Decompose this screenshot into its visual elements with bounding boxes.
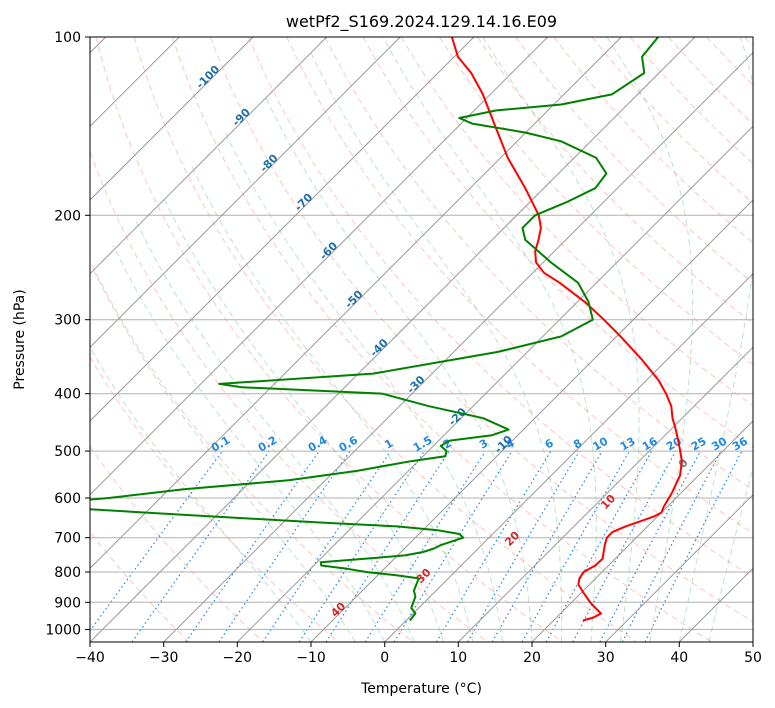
mixing-ratio-line xyxy=(435,450,552,642)
moist-adiabat xyxy=(482,37,640,642)
isotherm-line xyxy=(90,37,328,275)
dry-adiabat xyxy=(248,37,753,578)
y-axis: 100 200 300 400 500 600 700 800 900 1000 xyxy=(45,30,90,638)
moist-adiabat xyxy=(678,37,753,642)
x-axis: −40 −30 −20 −10 0 10 20 30 40 50 xyxy=(75,642,762,666)
isotherm-line xyxy=(90,37,475,422)
moist-adiabat xyxy=(382,37,597,642)
dry-adiabat xyxy=(90,356,339,642)
plot-frame xyxy=(89,36,754,643)
x-tick-label: 40 xyxy=(670,650,688,666)
y-tick-label: 500 xyxy=(54,444,81,460)
moist-adiabat xyxy=(263,94,533,642)
moist-adiabat xyxy=(136,221,415,642)
x-tick-label: −20 xyxy=(223,650,253,666)
isotherm-line xyxy=(90,37,549,496)
x-axis-title: Temperature (°C) xyxy=(360,681,482,697)
dry-adiabat xyxy=(90,445,264,642)
sounding-traces xyxy=(90,37,683,622)
x-tick-label: 10 xyxy=(449,650,467,666)
isotherm-line xyxy=(163,51,753,642)
y-tick-label: 800 xyxy=(54,565,81,581)
dry-adiabat xyxy=(438,37,753,366)
mixing-ratio-line xyxy=(364,450,486,642)
mixing-ratio-line xyxy=(572,450,677,642)
isotherm-line xyxy=(605,493,753,642)
isotherm-line xyxy=(90,37,696,642)
mixing-ratio-line xyxy=(298,450,425,642)
isotherm-lines xyxy=(90,37,753,642)
isotherm-line xyxy=(90,37,401,349)
dry-adiabat xyxy=(90,259,414,642)
isotherm-line xyxy=(310,199,753,642)
y-tick-label: 900 xyxy=(54,595,81,611)
y-tick-label: 1000 xyxy=(45,622,81,638)
dewpoint-line xyxy=(90,37,659,622)
x-tick-label: 0 xyxy=(380,650,389,666)
x-tick-label: 20 xyxy=(523,650,541,666)
moist-adiabat xyxy=(91,267,356,642)
dry-adiabat xyxy=(553,37,753,244)
background-lines xyxy=(90,37,753,642)
mixing-ratio-line xyxy=(185,450,320,642)
moist-adiabat xyxy=(112,245,386,642)
y-tick-label: 400 xyxy=(54,387,81,403)
dry-adiabat xyxy=(171,37,712,642)
isotherm-line xyxy=(236,125,753,642)
dry-adiabat xyxy=(133,37,638,642)
chart-title: wetPf2_S169.2024.129.14.16.E09 xyxy=(286,12,557,32)
y-tick-label: 100 xyxy=(54,30,81,46)
dry-adiabat xyxy=(591,37,753,204)
dry-adiabat xyxy=(286,37,753,534)
mixing-ratio-line xyxy=(599,450,702,642)
temperature-line xyxy=(450,37,683,622)
moist-adiabat xyxy=(191,165,474,642)
mixing-ratio-line xyxy=(262,450,392,642)
x-tick-label: −10 xyxy=(296,650,326,666)
dry-adiabat xyxy=(210,37,753,623)
moist-adiabat xyxy=(161,195,445,642)
isotherm-line xyxy=(384,272,753,642)
y-tick-label: 300 xyxy=(54,313,81,329)
isotherm-line xyxy=(90,37,622,570)
dry-adiabat xyxy=(400,37,753,407)
isotherm-line xyxy=(531,420,753,642)
mixing-ratio-line xyxy=(218,450,351,642)
dry-adiabat xyxy=(95,37,563,642)
y-tick-label: 700 xyxy=(54,531,81,547)
mixing-ratio-line xyxy=(325,450,450,642)
dry-adiabat xyxy=(90,150,488,642)
isotherm-line xyxy=(457,346,753,642)
x-tick-label: −40 xyxy=(75,650,105,666)
y-tick-label: 600 xyxy=(54,491,81,507)
mixing-ratio-line xyxy=(466,450,580,642)
isotherm-line xyxy=(90,37,254,201)
x-tick-label: −30 xyxy=(149,650,179,666)
moist-adiabat xyxy=(606,37,694,642)
dry-adiabat xyxy=(324,37,753,491)
x-tick-label: 30 xyxy=(597,650,615,666)
moist-adiabat xyxy=(708,465,753,642)
y-tick-label: 200 xyxy=(54,208,81,224)
y-axis-title: Pressure (hPa) xyxy=(12,289,28,389)
x-tick-label: 50 xyxy=(744,650,762,666)
moist-adiabat xyxy=(309,49,563,642)
